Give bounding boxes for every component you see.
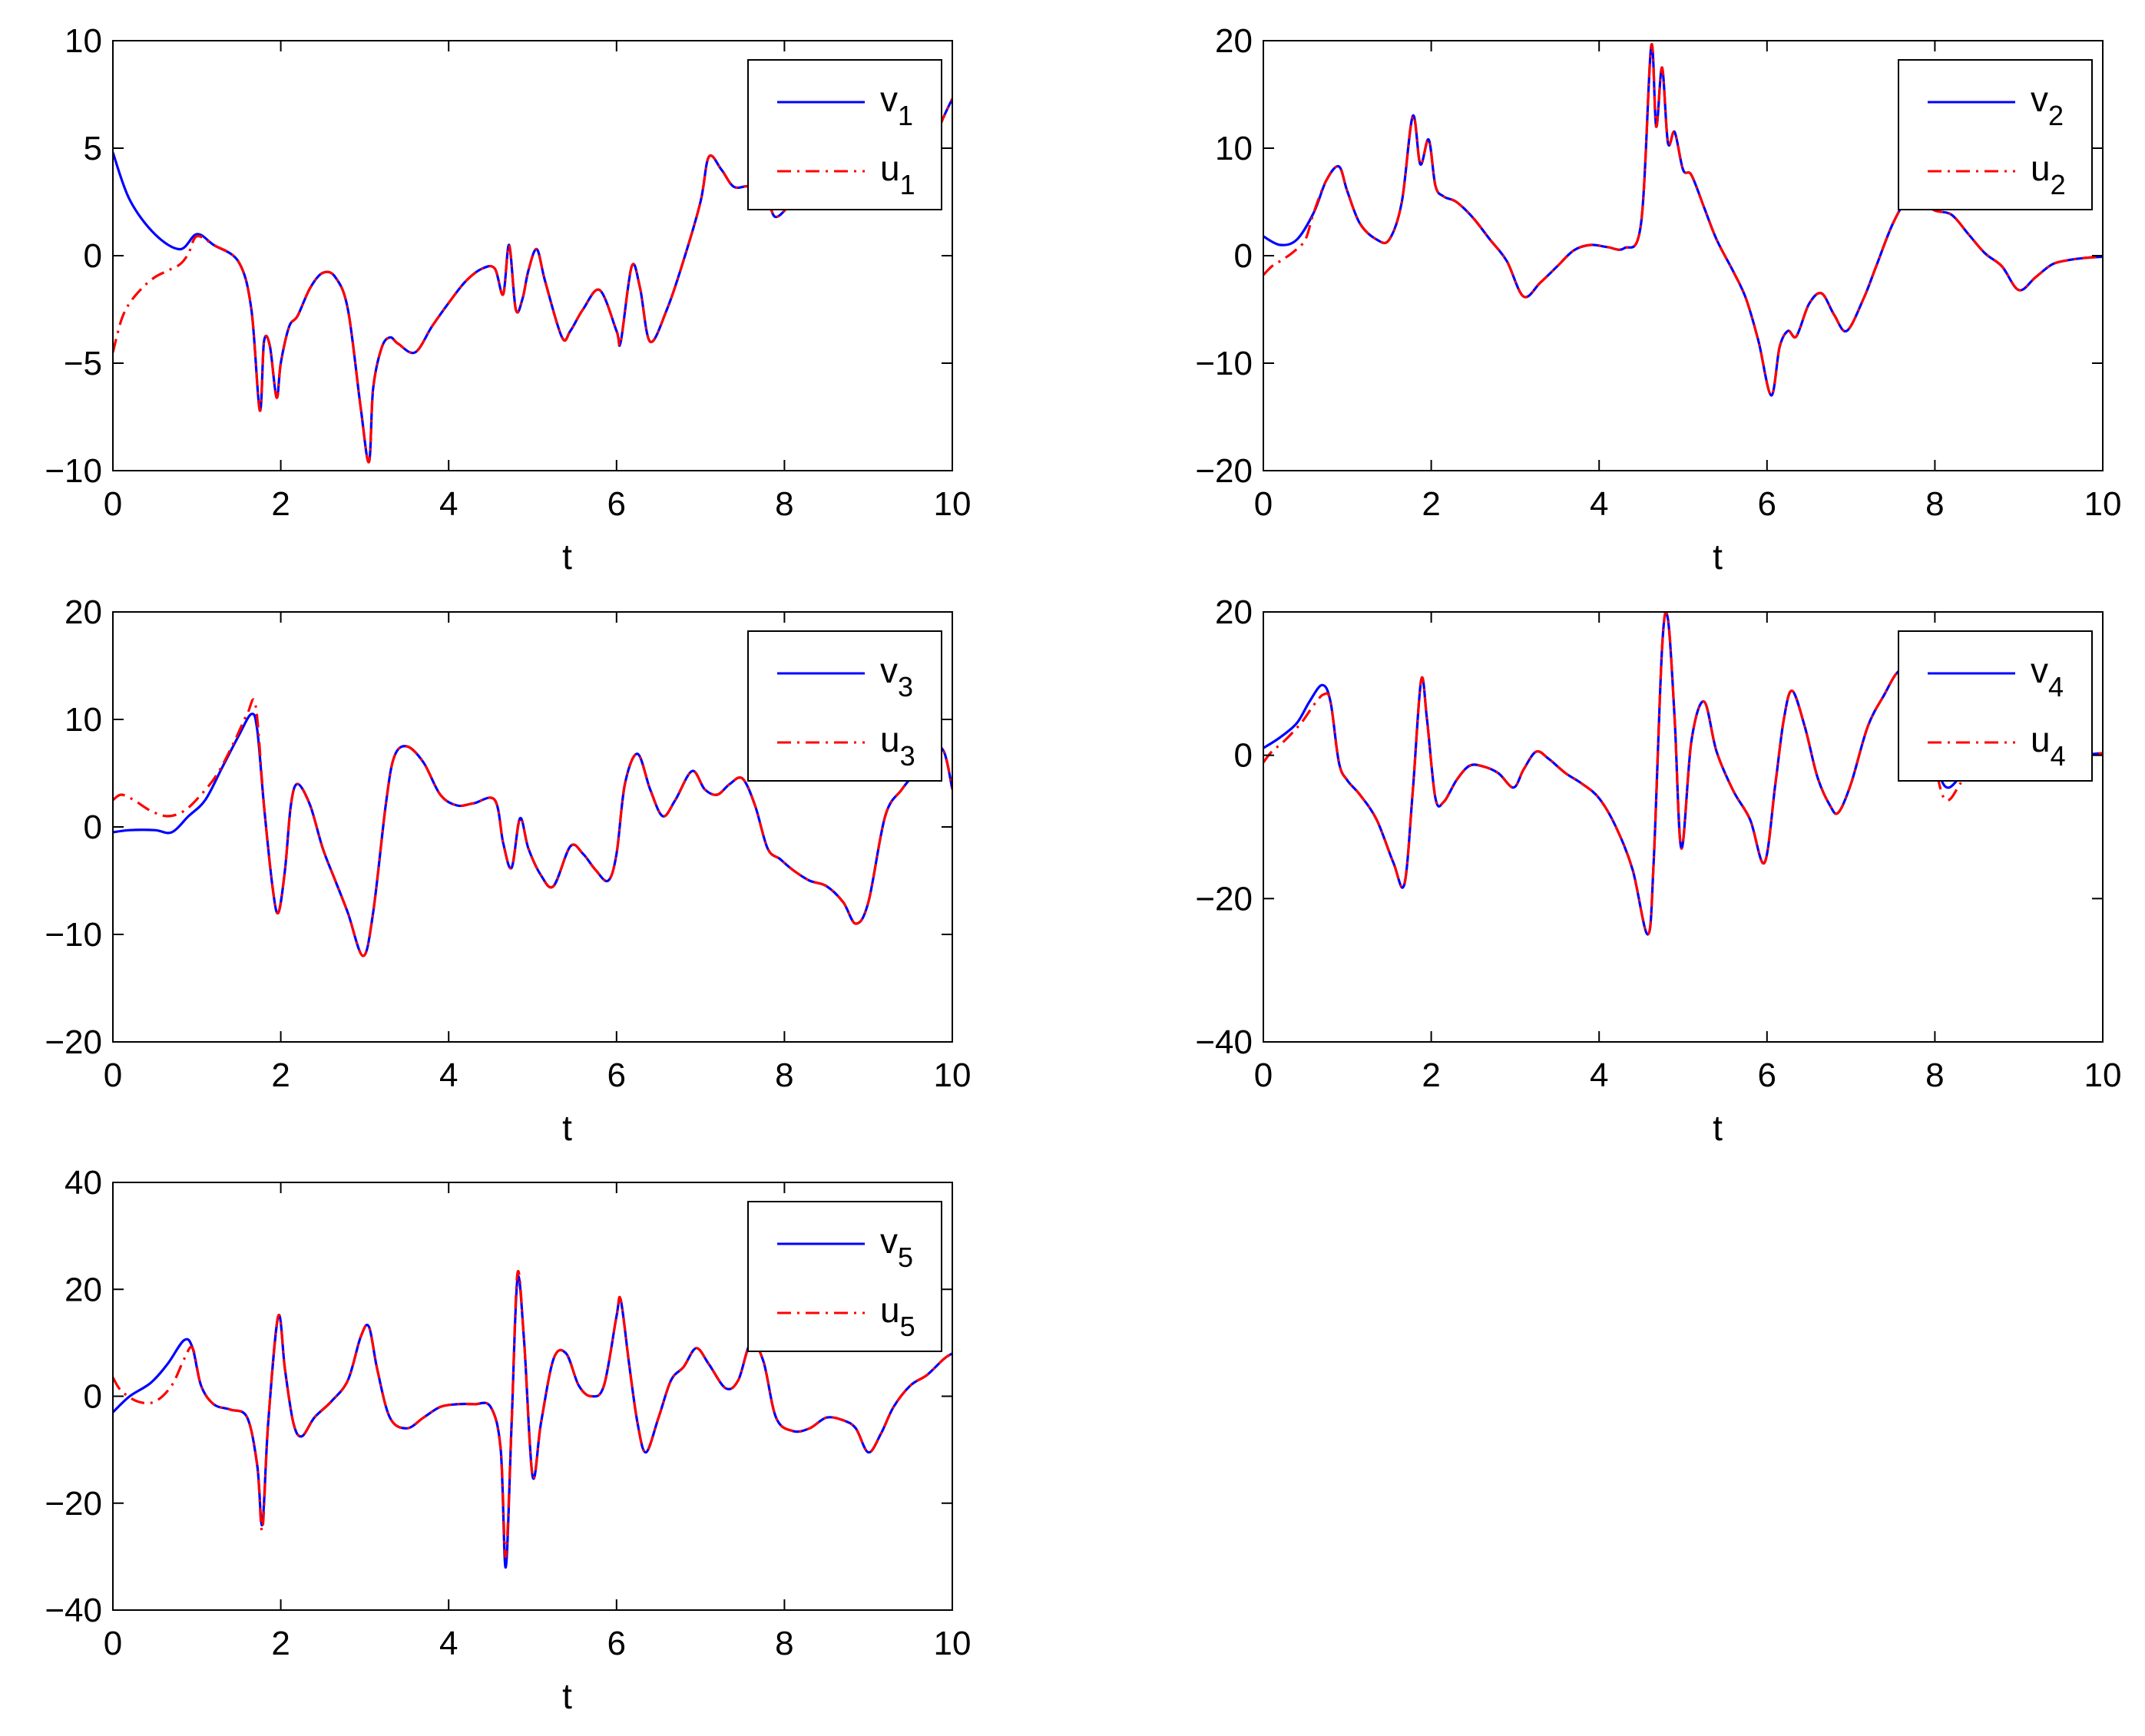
x-tick-label: 0	[1254, 485, 1273, 523]
y-tick-label: −20	[45, 1023, 102, 1061]
y-tick-label: 10	[1215, 130, 1253, 167]
x-tick-label: 10	[934, 1056, 972, 1094]
x-axis-label: t	[562, 537, 572, 577]
x-tick-label: 4	[1590, 1056, 1608, 1094]
x-tick-label: 6	[607, 1625, 626, 1662]
legend-subscript: 5	[900, 1311, 915, 1342]
x-tick-label: 2	[1422, 1056, 1440, 1094]
y-tick-label: −10	[45, 452, 102, 490]
x-axis-label: t	[562, 1108, 572, 1148]
x-tick-label: 2	[1422, 485, 1440, 523]
x-tick-label: 10	[2084, 485, 2122, 523]
x-tick-label: 2	[271, 485, 290, 523]
x-tick-label: 0	[104, 1056, 122, 1094]
legend-subscript: 5	[898, 1242, 913, 1273]
x-tick-label: 8	[775, 485, 793, 523]
x-tick-label: 10	[2084, 1056, 2122, 1094]
y-tick-label: 10	[65, 701, 102, 739]
x-tick-label: 8	[775, 1625, 793, 1662]
y-tick-label: −40	[45, 1592, 102, 1629]
x-tick-label: 8	[1925, 1056, 1944, 1094]
x-tick-label: 6	[607, 485, 626, 523]
legend-subscript: 1	[900, 169, 915, 200]
x-tick-label: 0	[104, 1625, 122, 1662]
legend-subscript: 1	[898, 100, 913, 131]
x-tick-label: 4	[439, 1056, 458, 1094]
y-tick-label: 20	[65, 594, 102, 631]
x-tick-label: 10	[934, 1625, 972, 1662]
axes-frame	[1263, 611, 2104, 1043]
x-tick-label: 6	[1758, 1056, 1776, 1094]
legend-subscript: 4	[2051, 740, 2066, 772]
x-axis-label: t	[562, 1676, 572, 1716]
legend-subscript: 3	[900, 740, 915, 772]
legend-box	[747, 1201, 942, 1352]
legend-box	[1898, 59, 2093, 210]
x-tick-label: 6	[607, 1056, 626, 1094]
y-tick-label: 5	[84, 130, 102, 167]
y-tick-label: 0	[84, 1378, 102, 1416]
x-tick-label: 2	[271, 1625, 290, 1662]
legend-subscript: 2	[2051, 169, 2066, 200]
y-tick-label: −20	[45, 1485, 102, 1523]
x-tick-label: 0	[1254, 1056, 1273, 1094]
series-line-u4	[1263, 612, 2103, 936]
legend-subscript: 4	[2048, 671, 2064, 703]
y-tick-label: −10	[1195, 345, 1253, 382]
y-tick-label: −40	[1195, 1023, 1253, 1061]
y-tick-label: −20	[1195, 880, 1253, 918]
y-tick-label: 0	[84, 237, 102, 275]
y-tick-label: 20	[65, 1271, 102, 1308]
x-tick-label: 2	[271, 1056, 290, 1094]
y-tick-label: −10	[45, 916, 102, 954]
y-tick-label: 40	[65, 1164, 102, 1202]
x-tick-label: 6	[1758, 485, 1776, 523]
y-tick-label: 20	[1215, 594, 1253, 631]
x-tick-label: 8	[775, 1056, 793, 1094]
legend-box	[1898, 630, 2093, 782]
x-axis-label: t	[1713, 1108, 1723, 1148]
legend-subscript: 3	[898, 671, 913, 703]
legend-box	[747, 59, 942, 210]
y-tick-label: 0	[1234, 237, 1253, 275]
y-tick-label: 0	[1234, 737, 1253, 775]
x-axis-label: t	[1713, 537, 1723, 577]
x-tick-label: 4	[439, 1625, 458, 1662]
x-tick-label: 10	[934, 485, 972, 523]
series-line-u5	[113, 1270, 952, 1559]
x-tick-label: 4	[1590, 485, 1608, 523]
y-tick-label: 20	[1215, 22, 1253, 60]
y-tick-label: −20	[1195, 452, 1253, 490]
legend-box	[747, 630, 942, 782]
y-tick-label: 0	[84, 808, 102, 846]
y-tick-label: 10	[65, 22, 102, 60]
legend-subscript: 2	[2048, 100, 2064, 131]
x-tick-label: 4	[439, 485, 458, 523]
x-tick-label: 8	[1925, 485, 1944, 523]
x-tick-label: 0	[104, 485, 122, 523]
series-line-u3	[113, 698, 952, 957]
y-tick-label: −5	[64, 345, 102, 382]
